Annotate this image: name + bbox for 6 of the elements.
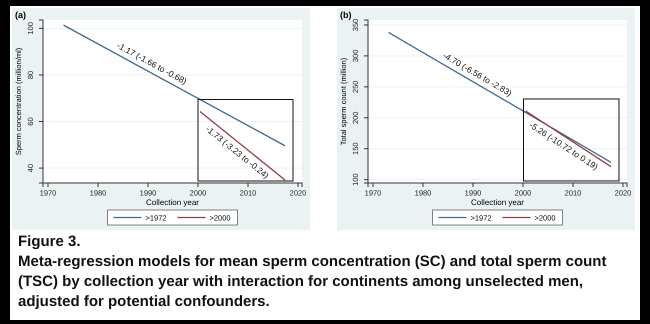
chart-title: (a) <box>15 10 26 20</box>
chart-title: (b) <box>340 10 352 20</box>
text: Meta-regression models for mean sperm concentration (SC) and total sperm count (TSC) by collection year with interaction for continents among unselected men, adjusted for potential confounders. <box>18 252 608 312</box>
caption: Figure 3. <box>18 232 82 252</box>
x-axis-title: Collection year <box>471 198 524 207</box>
x-axis-title: Collection year <box>146 198 200 207</box>
